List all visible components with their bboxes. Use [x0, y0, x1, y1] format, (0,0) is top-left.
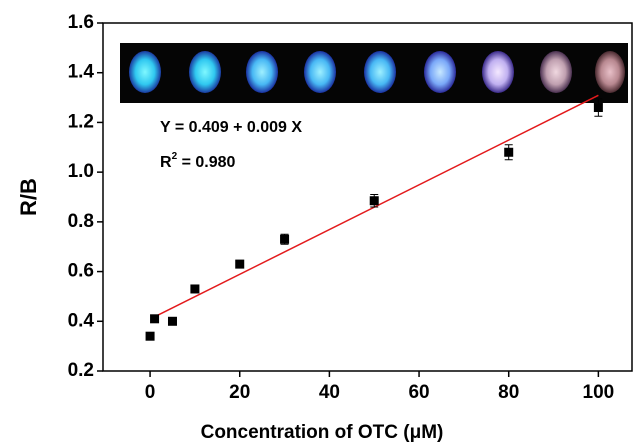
y-tick-label: 0.8	[68, 211, 94, 232]
x-tick-label: 40	[319, 382, 340, 403]
fit-line	[154, 94, 599, 318]
x-tick-label: 80	[498, 382, 519, 403]
point	[145, 331, 155, 341]
y-tick-label: 1.0	[68, 161, 94, 182]
point	[167, 316, 177, 326]
equation: Y = 0.409 + 0.009 X	[160, 119, 302, 136]
y-tick-label: 1.6	[68, 12, 94, 33]
point	[190, 284, 200, 294]
point	[593, 103, 603, 113]
point	[280, 234, 290, 244]
photo-strip	[120, 43, 628, 103]
y-tick-label: 0.4	[68, 310, 95, 331]
plot-frame	[102, 22, 633, 372]
y-axis-title: R/B	[16, 178, 41, 216]
x-tick-label: 0	[145, 382, 156, 403]
point	[150, 314, 160, 324]
x-axis-title: Concentration of OTC (μM)	[201, 422, 444, 443]
y-tick-label: 0.6	[68, 261, 94, 282]
point	[235, 259, 245, 269]
r-squared: R2 = 0.980	[160, 151, 236, 172]
point	[369, 196, 379, 206]
y-tick-label: 0.2	[68, 360, 94, 381]
x-tick-label: 60	[408, 382, 429, 403]
point	[504, 147, 514, 157]
y-tick-label: 1.4	[68, 62, 95, 83]
x-tick-label: 20	[229, 382, 250, 403]
y-tick-label: 1.2	[68, 111, 94, 132]
x-tick-label: 100	[583, 382, 615, 403]
